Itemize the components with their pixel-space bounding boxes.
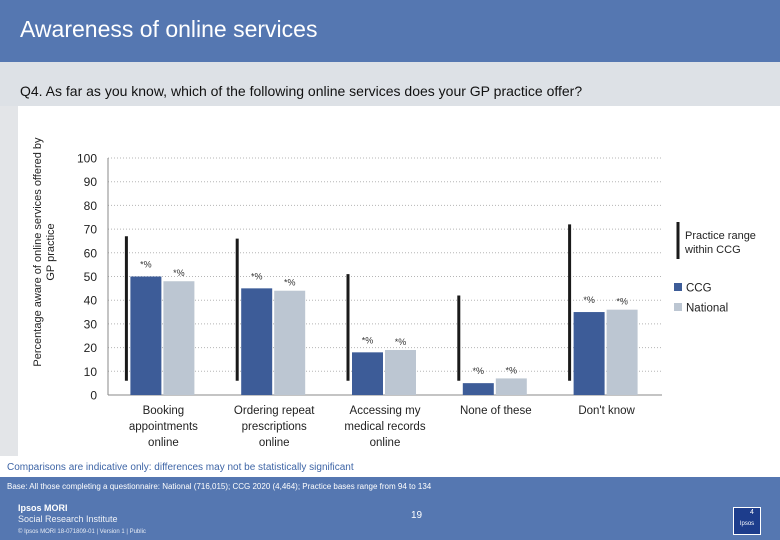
comparisons-note: Comparisons are indicative only: differe… [7,462,354,473]
base-note: Base: All those completing a questionnai… [7,482,432,491]
legend-swatch-national [674,303,682,311]
question-band [0,62,780,106]
legend-swatch-ccg [674,283,682,291]
bar-ccg-1 [241,288,273,395]
data-label-national-2: *% [395,337,407,347]
data-label-ccg-2: *% [362,335,374,345]
bar-national-0 [163,281,195,395]
data-label-national-4: *% [616,297,628,307]
y-tick-label-40: 40 [84,294,98,308]
data-label-ccg-3: *% [473,366,485,376]
y-axis-label: Percentage aware of online services offe… [32,137,57,367]
legend-label-ccg: CCG [686,283,712,295]
ipsos-badge-logo: 4 Ipsos [733,507,761,535]
y-tick-label-20: 20 [84,341,98,355]
x-tick-label-0-2: online [148,437,179,449]
x-tick-label-3-0: None of these [460,405,532,417]
legend-label-national: National [686,303,728,315]
y-tick-label-10: 10 [84,365,98,379]
y-tick-label-60: 60 [84,246,98,260]
y-tick-label-30: 30 [84,317,98,331]
y-tick-label-0: 0 [90,389,97,403]
x-tick-label-2-0: Accessing my [350,405,421,417]
legend-range-label-2: within CCG [684,244,741,256]
x-tick-label-2-1: medical records [344,421,425,433]
badge-text: Ipsos [739,521,755,527]
x-tick-label-1-2: online [259,437,290,449]
legend-range-label-1: Practice range [685,230,756,242]
logo-line-2: Social Research Institute [18,514,118,524]
badge-number: 4 [750,509,754,516]
y-tick-label-80: 80 [84,199,98,213]
page-number: 19 [411,510,423,521]
header-band [0,0,780,62]
copyright-text: © Ipsos MORI 18-071809-01 | Version 1 | … [18,529,146,535]
x-tick-label-4-0: Don't know [578,405,635,417]
x-tick-label-1-0: Ordering repeat [234,405,315,417]
x-tick-label-0-1: appointments [129,421,198,433]
data-label-national-1: *% [284,278,296,288]
data-label-ccg-1: *% [251,271,263,281]
logo-line-1: Ipsos MORI [18,503,68,513]
question-text: Q4. As far as you know, which of the fol… [20,83,583,99]
bar-national-3 [495,378,527,395]
y-tick-label-90: 90 [84,175,98,189]
data-label-national-0: *% [173,268,185,278]
data-label-ccg-4: *% [583,295,595,305]
bar-ccg-3 [462,383,494,395]
footer-band [0,477,780,540]
left-side-band [0,106,18,456]
bar-national-2 [385,349,416,395]
bar-national-1 [274,290,306,395]
bar-ccg-0 [130,276,162,395]
x-tick-label-1-1: prescriptions [242,421,307,433]
y-tick-label-100: 100 [77,152,97,166]
data-label-ccg-0: *% [140,260,152,270]
x-tick-label-2-2: online [370,437,401,449]
y-tick-label-50: 50 [84,270,98,284]
bar-ccg-4 [573,312,605,395]
bar-national-4 [606,309,638,395]
x-tick-label-0-0: Booking [143,405,185,417]
bar-ccg-2 [352,352,383,395]
page-title: Awareness of online services [20,16,318,42]
ipsos-mori-logo: Ipsos MORI Social Research Institute [18,503,118,525]
data-label-national-3: *% [506,365,518,375]
y-tick-label-70: 70 [84,223,98,237]
